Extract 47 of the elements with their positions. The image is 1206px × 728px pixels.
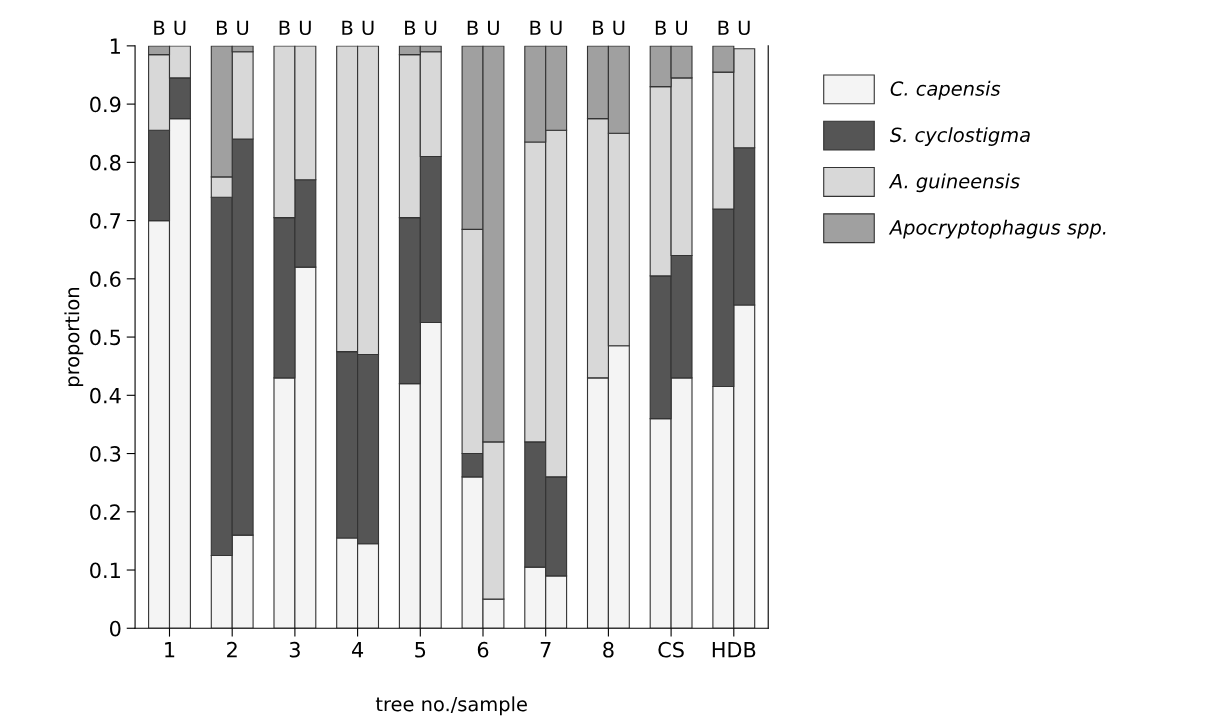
x-tick-label: U (676, 20, 687, 36)
y-axis-title: proportion (64, 288, 84, 386)
y-tick-label: 0.2 (90, 504, 120, 520)
x-tick-label: U (425, 20, 437, 36)
legend-label: Apocryptophagus spp. (888, 219, 1106, 239)
x-tick-label: U (488, 20, 499, 36)
y-tick-label: 0.3 (90, 446, 121, 462)
text: 5 (415, 642, 426, 658)
x-axis-title: tree no./sample (375, 696, 527, 716)
y-tick-label: 0.7 (90, 213, 121, 229)
text: 6 (477, 641, 489, 658)
y-tick-label: 0.5 (90, 329, 121, 346)
text: 3 (289, 641, 300, 658)
x-tick-label: U (362, 20, 374, 36)
x-tick-label: U (299, 20, 311, 36)
text: 8 (603, 641, 614, 658)
x-tick-label: U (738, 20, 750, 36)
legend-label: S. cyclostigma (889, 127, 1030, 146)
x-tick-label: B (154, 20, 165, 35)
x-tick-label: U (613, 20, 625, 36)
x-tick-label: B (279, 20, 290, 35)
text: 4 (351, 642, 364, 658)
text: 1 (165, 642, 175, 658)
x-tick-label: U (237, 20, 249, 36)
x-tick-label: B (530, 20, 541, 35)
text: 2 (227, 641, 237, 658)
x-tick-label: B (216, 20, 228, 35)
y-tick-label: 0.9 (90, 96, 121, 113)
x-tick-label: U (174, 20, 186, 36)
legend-label: C. capensis (890, 80, 1001, 100)
y-tick-label: 0 (110, 620, 121, 637)
text: CS (658, 641, 684, 658)
x-tick-label: B (405, 20, 416, 35)
x-tick-label: U (550, 20, 562, 36)
legend-label: A. guineensis (888, 173, 1020, 193)
x-tick-label: B (593, 20, 604, 35)
y-tick-label: 1 (110, 38, 120, 54)
y-tick-label: 0.4 (90, 387, 121, 404)
x-tick-label: B (467, 20, 478, 35)
y-tick-label: 0.6 (90, 271, 121, 288)
y-tick-label: 0.8 (90, 154, 121, 171)
x-tick-label: B (718, 20, 729, 35)
y-tick-label: 0.1 (90, 562, 120, 579)
x-tick-label: B (342, 20, 353, 35)
text: HDB (712, 642, 756, 658)
text: 7 (540, 642, 551, 658)
x-tick-label: B (655, 20, 666, 35)
